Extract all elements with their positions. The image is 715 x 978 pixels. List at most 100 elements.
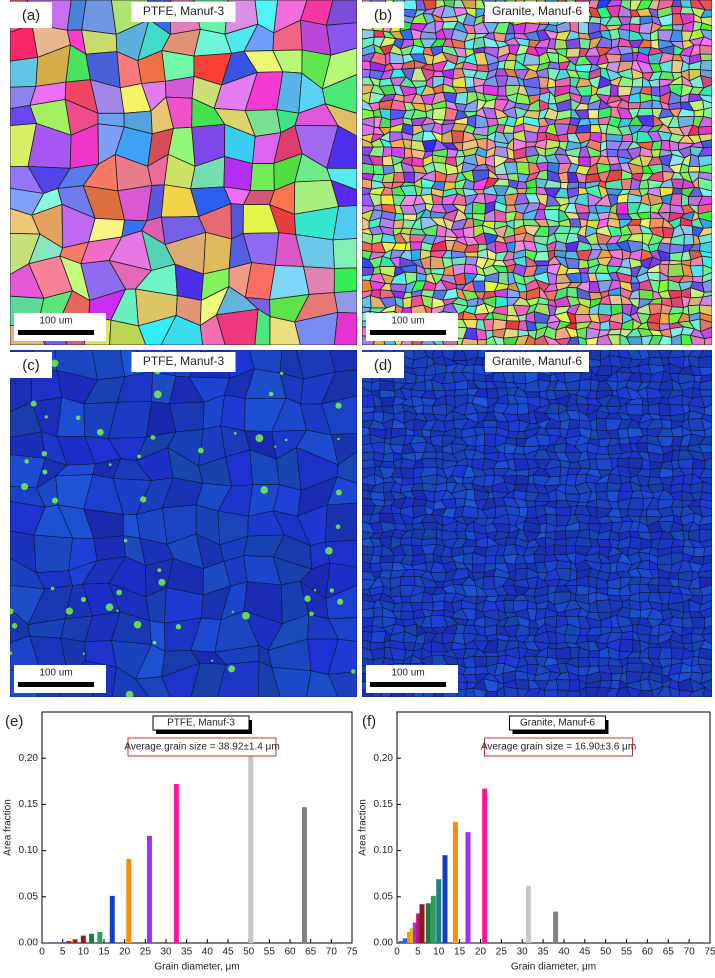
- strain-spot: [336, 490, 342, 496]
- grain: [371, 631, 386, 642]
- grain: [630, 16, 640, 24]
- grain: [483, 319, 493, 331]
- grain: [515, 680, 529, 690]
- x-tick-label: 70: [326, 947, 338, 958]
- grain: [455, 92, 468, 104]
- strain-spot: [228, 665, 235, 672]
- grain: [534, 554, 546, 563]
- annotation: Average grain size = 38.92±1.4 μm: [124, 742, 279, 753]
- y-tick-label: 0.15: [19, 799, 39, 810]
- grain: [555, 39, 567, 49]
- bar: [174, 784, 179, 943]
- grain: [670, 252, 683, 261]
- strain-spot: [126, 691, 134, 699]
- panel-label: (a): [22, 7, 40, 24]
- panel-caption: PTFE, Manuf-3: [143, 354, 225, 368]
- grain: [671, 546, 683, 553]
- grain: [503, 125, 514, 133]
- legend-text: Granite, Manuf-6: [520, 718, 595, 729]
- micrograph: [10, 0, 357, 345]
- scale-bar: [18, 330, 94, 335]
- x-tick-label: 65: [663, 947, 675, 958]
- strain-spot: [260, 486, 268, 494]
- bar: [420, 904, 425, 943]
- grain: [250, 163, 274, 190]
- grain: [333, 238, 357, 268]
- panel-caption: Granite, Manuf-6: [492, 4, 582, 18]
- grain: [400, 468, 414, 478]
- grain: [578, 21, 588, 34]
- grain: [527, 506, 537, 518]
- grain: [598, 304, 611, 315]
- grain: [362, 608, 374, 618]
- grain: [380, 563, 393, 571]
- grain: [454, 273, 466, 285]
- grain: [637, 108, 653, 116]
- grain: [629, 608, 640, 618]
- grain: [555, 531, 567, 540]
- grain: [475, 434, 484, 446]
- strain-spot: [198, 448, 204, 454]
- strain-spot: [12, 623, 18, 629]
- grain: [525, 187, 536, 194]
- strain-spot: [157, 568, 161, 572]
- strain-spot: [325, 547, 333, 555]
- grain: [472, 564, 485, 573]
- bar: [89, 934, 94, 943]
- x-tick-label: 0: [394, 947, 400, 958]
- grain: [380, 380, 394, 391]
- grain: [699, 356, 712, 367]
- grain: [334, 268, 357, 293]
- grain: [362, 546, 374, 555]
- panel-label: (b): [374, 7, 392, 24]
- grain: [528, 475, 534, 484]
- bar: [248, 756, 253, 943]
- x-tick-label: 60: [642, 947, 654, 958]
- grain: [569, 219, 581, 228]
- x-tick-label: 65: [305, 947, 317, 958]
- grain: [393, 172, 405, 182]
- strain-spot: [83, 653, 85, 655]
- grain: [610, 84, 618, 96]
- bar: [453, 822, 458, 943]
- grain: [700, 60, 712, 71]
- y-tick-label: 0.00: [374, 938, 394, 949]
- grain: [694, 109, 704, 116]
- panel-caption: Granite, Manuf-6: [492, 354, 582, 368]
- grain: [34, 535, 73, 573]
- grain: [621, 631, 633, 640]
- grain: [669, 573, 679, 580]
- grain: [566, 474, 577, 486]
- grain: [504, 60, 516, 70]
- grain: [555, 507, 570, 516]
- grain: [684, 234, 694, 245]
- grain: [515, 475, 528, 484]
- bar: [147, 836, 152, 943]
- grain: [588, 650, 599, 657]
- grain: [451, 131, 463, 143]
- bar: [465, 832, 470, 943]
- x-axis-label: Grain diameter, μm: [511, 962, 596, 973]
- strain-spot: [24, 459, 29, 464]
- strain-spot: [109, 463, 112, 466]
- grain: [508, 420, 519, 431]
- strain-spot: [330, 588, 334, 592]
- x-tick-label: 70: [684, 947, 696, 958]
- strain-spot: [234, 432, 237, 435]
- grain: [393, 220, 403, 229]
- strain-spot: [154, 391, 162, 399]
- x-tick-label: 75: [704, 947, 715, 958]
- x-tick-label: 15: [454, 947, 466, 958]
- grain: [483, 420, 497, 427]
- x-tick-label: 50: [600, 947, 612, 958]
- grain: [362, 61, 370, 70]
- strain-spot: [106, 603, 114, 611]
- x-tick-label: 50: [243, 947, 255, 958]
- grain: [660, 313, 670, 324]
- strain-spot: [337, 599, 343, 605]
- grain: [504, 601, 514, 613]
- grain: [400, 576, 415, 585]
- grain: [94, 536, 126, 561]
- x-tick-label: 25: [140, 947, 152, 958]
- grain: [410, 242, 422, 251]
